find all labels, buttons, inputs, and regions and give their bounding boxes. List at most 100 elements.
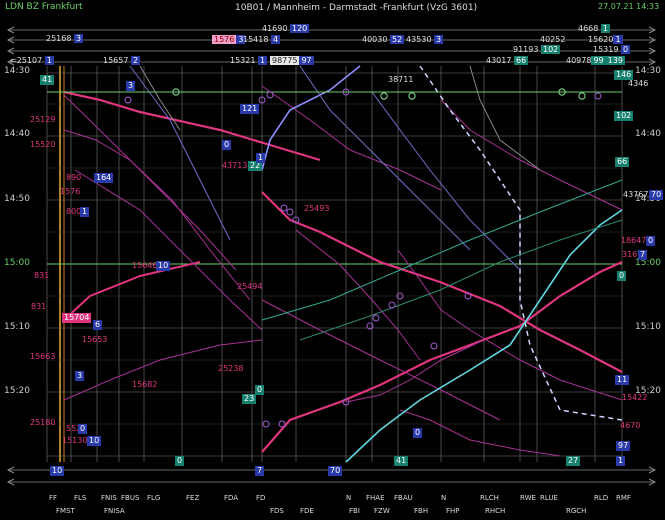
train-label[interactable]: 800 — [66, 207, 82, 216]
header-train-15321: 15321 1 — [230, 56, 268, 66]
delay-badge[interactable]: 70 — [328, 466, 343, 476]
train-label[interactable]: 1576 — [60, 187, 81, 196]
delay-badge[interactable]: 3 — [75, 371, 85, 381]
delay-badge[interactable]: 41 — [394, 456, 409, 466]
train-label[interactable]: 15646 — [132, 261, 158, 270]
train-label[interactable]: 15422 — [622, 393, 648, 402]
train-label[interactable]: 25238 — [218, 364, 244, 373]
station-label[interactable]: FDE — [300, 507, 314, 515]
train-label[interactable]: 5521 — [66, 424, 87, 433]
delay-badge[interactable]: 121 — [240, 104, 260, 114]
station-label[interactable]: RLUE — [540, 494, 558, 502]
delay-badge[interactable]: 23 — [242, 394, 257, 404]
station-label[interactable]: FEZ — [186, 494, 200, 502]
delay-badge[interactable]: 0 — [175, 456, 185, 466]
station-label[interactable]: FHP — [446, 507, 460, 515]
train-path — [371, 91, 521, 271]
train-label[interactable]: 25493 — [304, 204, 330, 213]
time-label-1430-left: 14:30 — [4, 66, 30, 76]
train-label[interactable]: 4670 — [620, 421, 641, 430]
delay-badge[interactable]: 0 — [646, 236, 656, 246]
station-label[interactable]: FLG — [147, 494, 161, 502]
station-label[interactable]: FDA — [224, 494, 239, 502]
train-label[interactable]: 38711 — [388, 75, 414, 84]
train-number: 15321 — [230, 56, 256, 65]
delay-badge[interactable]: 0 — [617, 271, 627, 281]
delay-badge[interactable]: 41 — [40, 75, 55, 85]
train-label[interactable]: 15663 — [30, 352, 56, 361]
train-label[interactable]: 15130 — [62, 436, 88, 445]
delay-badge[interactable]: 1 — [256, 153, 266, 163]
train-label[interactable]: 831 — [31, 302, 47, 311]
train-label[interactable]: 4346 — [628, 79, 649, 88]
delay-badge[interactable]: 164 — [94, 173, 114, 183]
delay-badge[interactable]: 7 — [638, 250, 648, 260]
station-label[interactable]: FBUS — [121, 494, 140, 502]
delay-badge[interactable]: 10 — [156, 261, 171, 271]
train-label[interactable]: 43713 — [222, 161, 248, 170]
delay-badge[interactable]: 10 — [50, 466, 65, 476]
station-label[interactable]: RHCH — [485, 507, 506, 515]
delay-badge[interactable]: 6 — [93, 320, 103, 330]
header-train-25107: ⇐25107 1 — [10, 56, 54, 65]
delay-badge[interactable]: 1 — [616, 456, 626, 466]
station-label[interactable]: FHAE — [366, 494, 385, 502]
train-label[interactable]: 316 — [622, 250, 638, 259]
stop-marker-icon — [464, 292, 472, 300]
station-label[interactable]: RLCH — [480, 494, 499, 502]
train-label[interactable]: 890 — [66, 173, 82, 182]
train-label[interactable]: 15682 — [132, 380, 158, 389]
delay-badge[interactable]: 70 — [649, 190, 664, 200]
delay-badge[interactable]: 7 — [255, 466, 265, 476]
train-label[interactable]: 831 — [34, 271, 50, 280]
train-path — [299, 219, 623, 341]
station-label[interactable]: FNISA — [104, 507, 125, 515]
train-label[interactable]: 15653 — [82, 335, 108, 344]
delay-badge[interactable]: 97 — [616, 441, 631, 451]
station-label[interactable]: FMST — [56, 507, 75, 515]
train-path — [63, 129, 251, 301]
header-train-41690: 41690 120 — [262, 24, 310, 34]
delay-badge[interactable]: 22 — [248, 161, 263, 171]
delay-badge[interactable]: 11 — [615, 375, 630, 385]
delay-badge[interactable]: 102 — [614, 111, 634, 121]
delay-badge[interactable]: 3 — [126, 81, 136, 91]
station-label[interactable]: FBH — [414, 507, 429, 515]
station-label[interactable]: FZW — [374, 507, 390, 515]
delay-badge[interactable]: 0 — [255, 385, 265, 395]
station-label[interactable]: FD — [256, 494, 266, 502]
delay-badge[interactable]: 0 — [222, 140, 232, 150]
time-label-1450-right: 14:50 — [635, 194, 661, 204]
delay-badge[interactable]: 0 — [413, 428, 423, 438]
station-label[interactable]: FF — [49, 494, 58, 502]
station-label[interactable]: FLS — [74, 494, 87, 502]
train-number: 40252 — [540, 35, 566, 44]
station-label[interactable]: RLD — [594, 494, 609, 502]
delay-badge[interactable]: 146 — [614, 70, 634, 80]
train-label[interactable]: 25494 — [237, 282, 263, 291]
delay-badge[interactable]: 1 — [80, 207, 90, 217]
station-label[interactable]: FDS — [270, 507, 284, 515]
train-label[interactable]: 25180 — [30, 418, 56, 427]
train-label[interactable]: 43767 — [623, 190, 649, 199]
delay-badge[interactable]: 27 — [566, 456, 581, 466]
station-label[interactable]: RWE — [520, 494, 536, 502]
station-label[interactable]: RGCH — [566, 507, 587, 515]
train-label[interactable]: 25129 — [30, 115, 56, 124]
stop-marker-icon — [380, 92, 388, 100]
station-label[interactable]: FBI — [349, 507, 360, 515]
train-label[interactable]: 18647 — [621, 236, 647, 245]
station-label[interactable]: RMF — [616, 494, 631, 502]
station-label[interactable]: FBAU — [394, 494, 413, 502]
delay-badge[interactable]: 10 — [87, 436, 102, 446]
delay-badge: 1 — [258, 56, 268, 65]
station-label[interactable]: FNIS — [101, 494, 117, 502]
delay-badge[interactable]: 0 — [78, 424, 88, 434]
train-label[interactable]: 15520 — [30, 140, 56, 149]
train-label[interactable]: 15704 — [62, 313, 92, 323]
station-label[interactable]: N — [346, 494, 352, 502]
stop-marker-icon — [124, 96, 132, 104]
station-label[interactable]: N — [441, 494, 447, 502]
header-train-91193: 91193 102 — [513, 45, 561, 55]
delay-badge[interactable]: 66 — [615, 157, 630, 167]
